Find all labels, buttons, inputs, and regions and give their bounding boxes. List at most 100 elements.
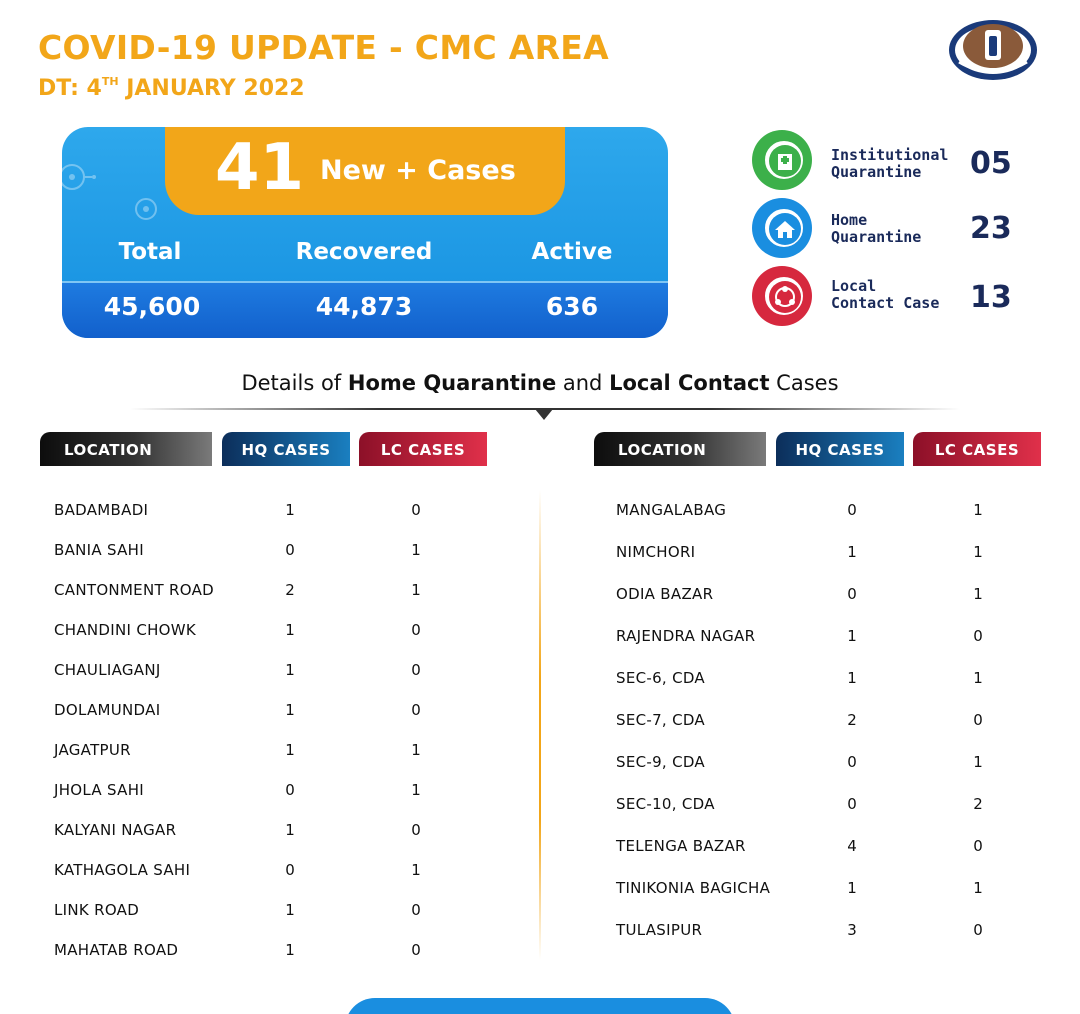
table-row: JAGATPUR 1 1 (54, 741, 514, 761)
lc-cell: 0 (411, 901, 421, 919)
hq-cell: 1 (285, 821, 295, 839)
location-cell: JHOLA SAHI (54, 781, 145, 799)
table-row: DOLAMUNDAI 1 0 (54, 701, 514, 721)
location-cell: CANTONMENT ROAD (54, 581, 214, 599)
lc-cell: 1 (973, 879, 983, 897)
lc-cell: 0 (411, 661, 421, 679)
location-cell: SEC-7, CDA (616, 711, 705, 729)
lc-cell: 0 (973, 711, 983, 729)
lc-cell: 0 (973, 627, 983, 645)
heading-pointer (535, 409, 553, 420)
table-row: SEC-9, CDA 0 1 (616, 753, 1076, 773)
hq-cell: 0 (847, 585, 857, 603)
location-cell: CHANDINI CHOWK (54, 621, 197, 639)
table-row: TELENGA BAZAR 4 0 (616, 837, 1076, 857)
location-cell: TELENGA BAZAR (616, 837, 746, 855)
virus-decoration-icon (135, 198, 157, 220)
contact-people-icon (769, 281, 801, 313)
right-lc-header: LC CASES (913, 432, 1041, 466)
hq-cell: 1 (285, 741, 295, 759)
hq-cell: 0 (847, 753, 857, 771)
recovered-label: Recovered (295, 239, 433, 265)
hq-cell: 1 (847, 879, 857, 897)
lc-cell: 1 (973, 501, 983, 519)
location-cell: SEC-9, CDA (616, 753, 705, 771)
table-row: SEC-7, CDA 2 0 (616, 711, 1076, 731)
lc-cell: 0 (411, 941, 421, 959)
location-cell: LINK ROAD (54, 901, 140, 919)
lc-cell: 0 (973, 837, 983, 855)
hq-cell: 3 (847, 921, 857, 939)
table-row: CHANDINI CHOWK 1 0 (54, 621, 514, 641)
page-date: DT: 4TH JANUARY 2022 (38, 75, 305, 101)
local-contact-value: 13 (970, 280, 1012, 315)
hq-cell: 0 (285, 781, 295, 799)
hq-cell: 1 (285, 621, 295, 639)
summary-values-band (62, 281, 668, 338)
virus-decoration-icon (62, 164, 96, 190)
location-cell: TULASIPUR (616, 921, 703, 939)
table-row: LINK ROAD 1 0 (54, 901, 514, 921)
hq-cell: 1 (285, 501, 295, 519)
location-cell: BADAMBADI (54, 501, 149, 519)
right-hq-header: HQ CASES (776, 432, 904, 466)
lc-cell: 0 (411, 501, 421, 519)
institutional-quarantine-stat: Institutional Quarantine 05 (752, 130, 1042, 192)
hq-cell: 0 (285, 541, 295, 559)
local-contact-stat: Local Contact Case 13 (752, 266, 1042, 328)
location-cell: CHAULIAGANJ (54, 661, 161, 679)
hq-cell: 2 (285, 581, 295, 599)
table-row: MANGALABAG 0 1 (616, 501, 1076, 521)
location-cell: TINIKONIA BAGICHA (616, 879, 771, 897)
lc-cell: 0 (411, 821, 421, 839)
hq-cell: 1 (847, 627, 857, 645)
lc-cell: 1 (973, 669, 983, 687)
table-row: MAHATAB ROAD 1 0 (54, 941, 514, 961)
lc-cell: 1 (411, 781, 421, 799)
hq-cell: 1 (285, 941, 295, 959)
hq-cell: 4 (847, 837, 857, 855)
new-cases-label: New + Cases (320, 155, 516, 186)
table-divider (539, 490, 541, 960)
hospital-icon (769, 145, 801, 177)
location-cell: MAHATAB ROAD (54, 941, 179, 959)
location-cell: KATHAGOLA SAHI (54, 861, 191, 879)
table-row: TINIKONIA BAGICHA 1 1 (616, 879, 1076, 899)
table-row: ODIA BAZAR 0 1 (616, 585, 1076, 605)
home-quarantine-value: 23 (970, 211, 1012, 246)
location-cell: KALYANI NAGAR (54, 821, 177, 839)
recovered-value: 44,873 (315, 292, 413, 321)
table-row: BADAMBADI 1 0 (54, 501, 514, 521)
details-heading: Details of Home Quarantine and Local Con… (241, 371, 839, 395)
hq-cell: 1 (847, 543, 857, 561)
table-row: SEC-6, CDA 1 1 (616, 669, 1076, 689)
hq-cell: 1 (285, 701, 295, 719)
lc-cell: 0 (973, 921, 983, 939)
lc-cell: 1 (973, 753, 983, 771)
lc-cell: 1 (973, 543, 983, 561)
left-lc-header: LC CASES (359, 432, 487, 466)
total-value: 45,600 (103, 292, 201, 321)
location-cell: RAJENDRA NAGAR (616, 627, 756, 645)
hq-cell: 0 (847, 795, 857, 813)
lc-cell: 1 (411, 741, 421, 759)
location-cell: MANGALABAG (616, 501, 727, 519)
left-hq-header: HQ CASES (222, 432, 350, 466)
hq-cell: 0 (285, 861, 295, 879)
lc-cell: 1 (411, 581, 421, 599)
new-cases-box: 41 New + Cases (165, 127, 565, 215)
lc-cell: 1 (411, 861, 421, 879)
table-row: RAJENDRA NAGAR 1 0 (616, 627, 1076, 647)
table-row: CANTONMENT ROAD 2 1 (54, 581, 514, 601)
table-row: TULASIPUR 3 0 (616, 921, 1076, 941)
hq-cell: 1 (285, 901, 295, 919)
right-location-header: LOCATION (594, 432, 766, 466)
location-cell: DOLAMUNDAI (54, 701, 161, 719)
table-row: JHOLA SAHI 0 1 (54, 781, 514, 801)
active-value: 636 (545, 292, 599, 321)
cuttack-municipal-corporation-seal-icon (949, 20, 1037, 80)
lc-cell: 0 (411, 621, 421, 639)
summary-card: 41 New + Cases Total Recovered Active 45… (62, 127, 668, 338)
location-cell: BANIA SAHI (54, 541, 144, 559)
hq-cell: 0 (847, 501, 857, 519)
